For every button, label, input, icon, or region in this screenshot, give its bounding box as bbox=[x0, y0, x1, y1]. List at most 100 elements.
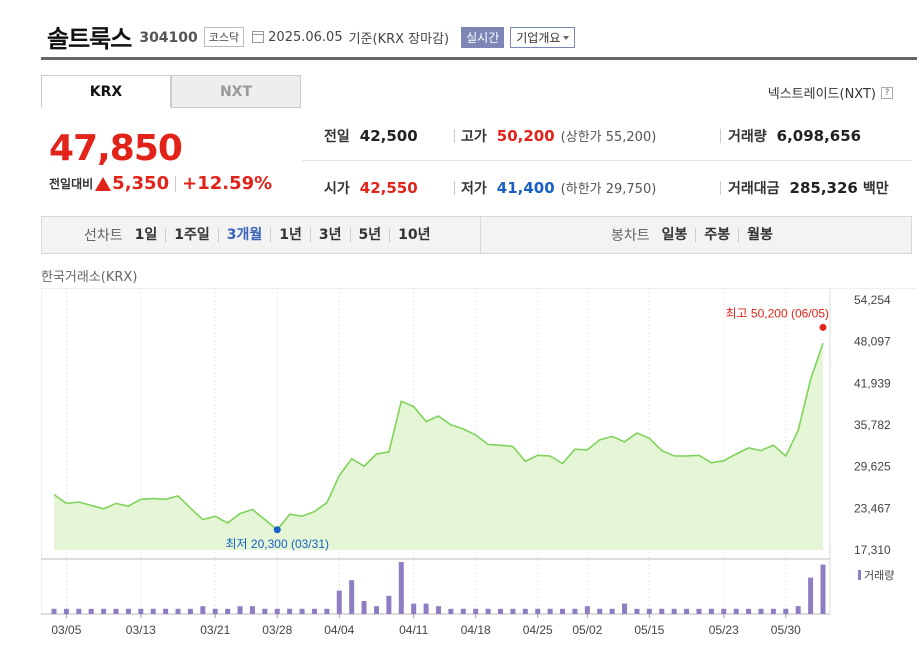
y-tick-label: 54,254 bbox=[854, 293, 891, 307]
volume-bar bbox=[634, 608, 640, 614]
candle-chart-periods: 봉차트 일봉 주봉 월봉 bbox=[611, 217, 781, 253]
volume-bar bbox=[212, 608, 218, 614]
volume-bar bbox=[386, 595, 392, 614]
volume-bar bbox=[336, 590, 342, 614]
realtime-button[interactable]: 실시간 bbox=[461, 26, 505, 48]
volume-bar bbox=[708, 608, 714, 614]
period-1d[interactable]: 1일 bbox=[127, 228, 167, 242]
header-divider bbox=[41, 57, 917, 60]
volume-bar bbox=[249, 606, 255, 614]
volume-bar bbox=[770, 608, 776, 614]
chevron-down-icon bbox=[563, 36, 570, 40]
calendar-icon bbox=[252, 31, 265, 43]
y-tick-label: 17,310 bbox=[854, 543, 891, 557]
volume-bar bbox=[262, 608, 268, 614]
open-value: 42,550 bbox=[359, 179, 418, 197]
tab-nxt[interactable]: NXT bbox=[171, 75, 301, 108]
x-tick-label: 03/28 bbox=[262, 623, 292, 637]
price-area bbox=[54, 343, 823, 550]
period-1y[interactable]: 1년 bbox=[271, 228, 311, 242]
volume-bar bbox=[163, 608, 169, 614]
quote-basis: 기준(KRX 장마감) bbox=[348, 31, 450, 47]
x-tick-label: 05/30 bbox=[771, 623, 801, 637]
volume-bar bbox=[609, 608, 615, 614]
volume-bar bbox=[287, 608, 293, 614]
period-3m[interactable]: 3개월 bbox=[219, 228, 272, 242]
volume-bar bbox=[398, 562, 404, 614]
period-10y[interactable]: 10년 bbox=[398, 227, 431, 243]
period-1w[interactable]: 1주일 bbox=[166, 228, 219, 242]
x-tick-label: 05/23 bbox=[709, 623, 739, 637]
company-overview-label: 기업개요 bbox=[516, 30, 561, 45]
tab-krx[interactable]: KRX bbox=[41, 75, 171, 108]
change-separator bbox=[175, 175, 177, 192]
quote-low: 저가 41,400 (하한가 29,750) bbox=[461, 178, 656, 198]
volume-bar bbox=[646, 608, 652, 614]
volume-bar bbox=[746, 608, 752, 614]
y-tick-label: 48,097 bbox=[854, 335, 891, 349]
x-tick-label: 04/04 bbox=[324, 623, 354, 637]
volume-bar bbox=[498, 608, 504, 614]
price-line bbox=[53, 343, 824, 531]
price-chart: 54,254 48,097 41,939 35,782 29,625 23,467 17,3… bbox=[41, 288, 917, 637]
quote-amount: 거래대금 285,326 백만 bbox=[728, 178, 889, 198]
volume-bar bbox=[535, 608, 541, 614]
volume-value: 6,098,656 bbox=[776, 127, 862, 145]
volume-bar bbox=[448, 608, 454, 614]
volume-bar bbox=[200, 606, 206, 614]
amount-unit: 백만 bbox=[862, 181, 889, 197]
y-tick-label: 29,625 bbox=[854, 460, 891, 474]
quote-summary: 전일 42,500 고가 50,200 (상한가 55,200) 거래량 6,0… bbox=[302, 114, 912, 210]
y-tick-label: 35,782 bbox=[854, 418, 891, 432]
x-tick-label: 03/05 bbox=[51, 623, 81, 637]
volume-bar bbox=[721, 608, 727, 614]
open-label: 시가 bbox=[324, 181, 350, 197]
period-3y[interactable]: 3년 bbox=[311, 228, 351, 242]
low-value: 41,400 bbox=[496, 179, 555, 197]
quote-col-divider bbox=[454, 129, 455, 143]
high-label: 고가 bbox=[461, 129, 487, 145]
quote-volume: 거래량 6,098,656 bbox=[728, 126, 861, 146]
stock-code: 304100 bbox=[139, 30, 198, 46]
volume-bar bbox=[311, 608, 317, 614]
volume-bar bbox=[820, 564, 826, 614]
volume-bar bbox=[125, 608, 131, 614]
y-tick-label: 23,467 bbox=[854, 501, 891, 515]
volume-bar bbox=[361, 601, 367, 614]
volume-bar bbox=[113, 608, 119, 614]
low-label: 저가 bbox=[461, 181, 487, 197]
volume-bar bbox=[237, 606, 243, 614]
volume-bar bbox=[373, 606, 379, 614]
company-overview-button[interactable]: 기업개요 bbox=[510, 26, 576, 48]
x-tick-label: 03/13 bbox=[126, 623, 156, 637]
x-tick-label: 05/15 bbox=[634, 623, 664, 637]
quote-date: 2025.06.05 bbox=[268, 29, 343, 45]
candle-daily[interactable]: 일봉 bbox=[654, 228, 697, 242]
candle-monthly[interactable]: 월봉 bbox=[747, 227, 773, 243]
chart-type-bar: 선차트 1일 1주일 3개월 1년 3년 5년 10년 봉차트 일봉 주봉 월봉 bbox=[41, 216, 912, 254]
quote-high: 고가 50,200 (상한가 55,200) bbox=[461, 126, 656, 146]
low-marker bbox=[273, 526, 281, 534]
volume-bar bbox=[622, 603, 628, 614]
volume-bar bbox=[522, 608, 528, 614]
nextrade-link[interactable]: 넥스트레이드(NXT) ? bbox=[768, 83, 893, 102]
volume-bar bbox=[659, 608, 665, 614]
volume-bar bbox=[758, 608, 764, 614]
volume-bar bbox=[733, 608, 739, 614]
volume-bar bbox=[436, 606, 441, 614]
volume-bar bbox=[547, 608, 553, 614]
volume-bar bbox=[671, 608, 677, 614]
volume-bar bbox=[51, 608, 57, 614]
low-label: 최저 20,300 (03/31) bbox=[226, 537, 329, 551]
volume-bar bbox=[101, 608, 107, 614]
x-tick-label: 05/02 bbox=[572, 623, 602, 637]
chart-type-divider bbox=[480, 216, 481, 254]
x-tick-label: 04/25 bbox=[523, 623, 553, 637]
volume-bar bbox=[584, 606, 590, 614]
period-5y[interactable]: 5년 bbox=[351, 228, 391, 242]
amount-value: 285,326 bbox=[789, 179, 858, 197]
candle-weekly[interactable]: 주봉 bbox=[696, 228, 740, 242]
volume-bar bbox=[572, 608, 578, 614]
help-icon[interactable]: ? bbox=[881, 86, 893, 99]
volume-bar bbox=[349, 580, 355, 614]
